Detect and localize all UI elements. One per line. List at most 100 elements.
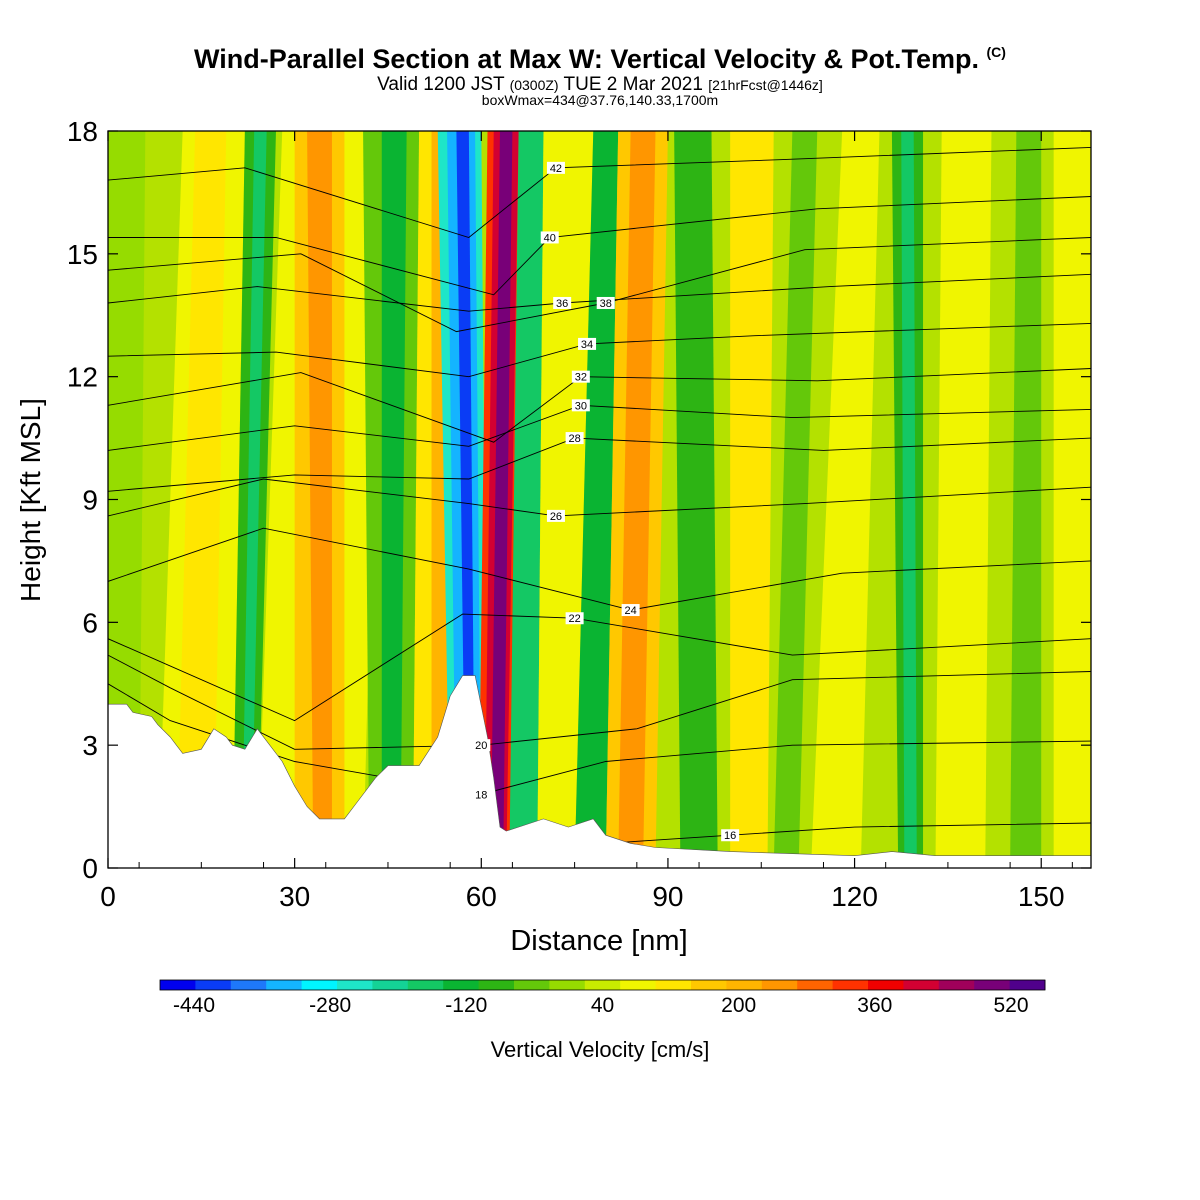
contour-label-30: 30 — [571, 399, 590, 412]
contour-label-bg — [621, 604, 640, 617]
contour-label-bg — [546, 509, 565, 522]
theta-contour-36 — [108, 273, 1091, 312]
colorbar-swatch — [832, 980, 869, 990]
contour-label-bg — [472, 788, 491, 801]
colorbar-swatch — [761, 980, 798, 990]
contour-label-text: 20 — [475, 740, 487, 752]
theta-contour-30 — [108, 404, 1091, 451]
theta-contour-34 — [108, 322, 1091, 378]
colorbar-label: Vertical Velocity [cm/s] — [491, 1037, 710, 1062]
theta-contour-40 — [108, 196, 1091, 296]
y-tick-label: 18 — [67, 116, 98, 147]
colorbar-swatch — [903, 980, 940, 990]
box-wmax-info: boxWmax=434@37.76,140.33,1700m — [481, 92, 719, 108]
contour-label-text: 38 — [600, 298, 612, 310]
band-yellow-9 — [1053, 131, 1091, 868]
colorbar-swatch — [266, 980, 303, 990]
colorbar-swatch — [478, 980, 515, 990]
band-yellow-1-core — [176, 131, 227, 868]
x-tick-label: 30 — [279, 881, 310, 912]
chart-subtitle: Valid 1200 JST (0300Z) TUE 2 Mar 2021 [2… — [0, 74, 1200, 96]
contour-label-text: 42 — [550, 163, 562, 175]
contour-label-20: 20 — [472, 739, 491, 752]
forecast-info: [21hrFcst@1446z] — [708, 77, 823, 93]
band-yellow-7 — [811, 131, 880, 868]
theta-contours — [108, 146, 1091, 857]
theta-contour-28 — [108, 437, 1091, 492]
colorbar-frame — [159, 979, 1046, 991]
colorbar-swatch — [372, 980, 409, 990]
x-axis-label: Distance [nm] — [510, 925, 687, 957]
colorbar-tick-label: 200 — [721, 994, 756, 1017]
contour-label-bg — [553, 296, 572, 309]
contour-label-38: 38 — [596, 296, 615, 310]
colorbar-tick-label: 40 — [591, 994, 614, 1017]
theta-contour-32 — [108, 368, 1091, 443]
theta-contour-38 — [108, 237, 1091, 333]
colorbar-swatch — [337, 980, 373, 990]
theta-contour-22 — [108, 613, 1091, 722]
y-tick-label: 6 — [82, 607, 98, 638]
contour-label-26: 26 — [546, 509, 565, 523]
y-tick-label: 15 — [67, 239, 98, 270]
contour-label-bg — [546, 161, 565, 174]
contour-label-42: 42 — [546, 161, 565, 175]
colorbar: -440 -280 -120 40 200 360 520 — [159, 979, 1046, 1017]
colorbar-swatch — [301, 980, 338, 990]
band-orange-2-core — [307, 131, 332, 868]
colorbar-swatch — [584, 980, 621, 990]
contour-label-bg — [578, 337, 597, 350]
colorbar-swatch — [1009, 980, 1046, 990]
updraft-band-core — [490, 131, 513, 868]
band-green-4 — [574, 131, 619, 868]
contour-label-text: 26 — [550, 511, 562, 523]
band-green-6 — [773, 131, 818, 868]
colorbar-swatch — [691, 980, 727, 990]
band-green-2-core — [381, 131, 407, 868]
chart-title-text: Wind-Parallel Section at Max W: Vertical… — [194, 44, 979, 74]
utc-time: (0300Z) — [509, 77, 559, 93]
contour-label-text: 36 — [556, 298, 568, 310]
contour-label-text: 22 — [568, 613, 580, 625]
band-yellow-6 — [730, 131, 774, 868]
colorbar-swatch — [620, 980, 657, 990]
band-west-edge — [108, 131, 146, 868]
chart-title: Wind-Parallel Section at Max W: Vertical… — [0, 44, 1200, 75]
x-tick-label: 90 — [652, 881, 683, 912]
x-tick-label: 150 — [1018, 881, 1065, 912]
y-tick-label: 0 — [82, 853, 98, 884]
contour-label-40: 40 — [540, 231, 559, 244]
colorbar-swatch — [655, 980, 692, 990]
x-tick-label: 120 — [831, 881, 878, 912]
contour-label-18: 18 — [472, 788, 491, 801]
colorbar-tick-label: 360 — [857, 994, 892, 1017]
contour-label-22: 22 — [565, 612, 584, 625]
contour-label-text: 16 — [724, 830, 736, 842]
band-green-7-core — [901, 131, 917, 868]
band-green-3 — [509, 131, 544, 868]
colorbar-swatch — [443, 980, 480, 990]
contour-label-bg — [571, 370, 590, 383]
colorbar-swatch — [868, 980, 904, 990]
contour-label-36: 36 — [553, 296, 572, 310]
contour-label-bg — [565, 612, 584, 625]
theta-contour-24 — [108, 527, 1091, 611]
contour-label-text: 32 — [575, 372, 587, 384]
contour-label-text: 34 — [581, 339, 593, 351]
contour-label-bg — [565, 432, 584, 445]
contour-labels: 16 18 20 22 24 26 28 30 32 34 36 38 40 42 — [472, 161, 740, 842]
y-tick-label: 3 — [82, 730, 98, 761]
contour-label-34: 34 — [578, 337, 597, 351]
contour-label-32: 32 — [571, 370, 590, 384]
colorbar-swatch — [549, 980, 586, 990]
contour-label-bg — [472, 739, 491, 752]
contour-label-28: 28 — [565, 432, 584, 445]
contour-label-bg — [571, 399, 590, 412]
plot-area: 16 18 20 22 24 26 28 30 32 34 36 38 40 42 — [107, 130, 1092, 869]
colorbar-swatch — [160, 980, 196, 990]
contour-label-text: 30 — [575, 400, 587, 412]
contour-label-24: 24 — [621, 604, 640, 617]
theta-contour-42 — [108, 146, 1091, 239]
